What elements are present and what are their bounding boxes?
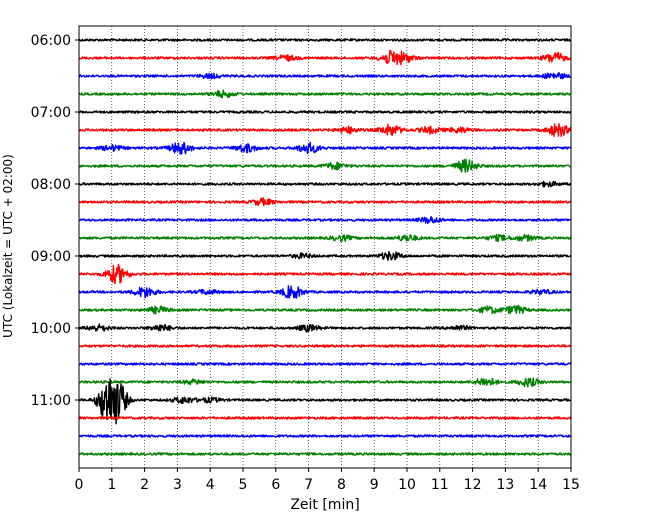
y-tick-label: 06:00 [31,33,71,49]
trace-0900 [78,250,572,261]
x-tick-label: 4 [206,477,215,493]
trace-0845 [78,233,572,243]
y-tick-label: 08:00 [31,177,71,193]
trace-0945 [78,304,572,315]
y-tick-label: 07:00 [31,105,71,121]
x-tick-label: 2 [140,477,149,493]
trace-0915 [78,263,572,285]
x-tick-label: 8 [337,477,346,493]
trace-1015 [78,344,572,348]
trace-1100 [78,378,572,425]
trace-1130 [78,434,572,438]
trace-0815 [78,197,572,207]
x-tick-label: 9 [370,477,379,493]
trace-1030 [78,362,572,366]
x-tick-label: 15 [562,477,580,493]
plot-frame [78,25,572,469]
x-tick-label: 10 [398,477,416,493]
x-tick-label: 13 [496,477,514,493]
trace-0645 [78,89,572,99]
x-axis-label: Zeit [min] [290,497,359,513]
trace-0930 [78,285,572,299]
y-tick-label: 11:00 [31,393,71,409]
x-tick-label: 12 [464,477,482,493]
x-tick-label: 5 [239,477,248,493]
y-axis-ticks: 06:00 07:00 08:00 09:00 10:00 11:00 [31,33,79,409]
x-tick-label: 14 [529,477,547,493]
trace-0830 [78,215,572,225]
y-axis-label: UTC (Lokalzeit = UTC + 02:00) [1,154,15,338]
plot-background [79,26,571,468]
x-axis-ticks: 0 1 2 3 4 5 6 7 8 9 10 11 12 13 14 15 [75,468,580,493]
y-tick-label: 10:00 [31,321,71,337]
trace-0800 [78,180,572,188]
trace-0615 [78,49,572,66]
trace-0700 [78,110,572,114]
y-tick-label: 09:00 [31,249,71,265]
trace-0715 [78,123,572,137]
seismic-traces [78,38,572,456]
x-tick-label: 6 [271,477,280,493]
x-tick-label: 0 [75,477,84,493]
trace-1045 [78,377,572,388]
trace-0630 [78,71,572,80]
trace-0600 [78,38,572,42]
x-tick-label: 3 [173,477,182,493]
trace-1000 [78,323,572,333]
trace-0745 [78,158,572,173]
x-tick-label: 11 [431,477,449,493]
x-tick-label: 1 [107,477,116,493]
x-tick-label: 7 [304,477,313,493]
trace-1145 [78,452,572,456]
trace-0730 [78,141,572,155]
trace-1115 [78,416,572,420]
